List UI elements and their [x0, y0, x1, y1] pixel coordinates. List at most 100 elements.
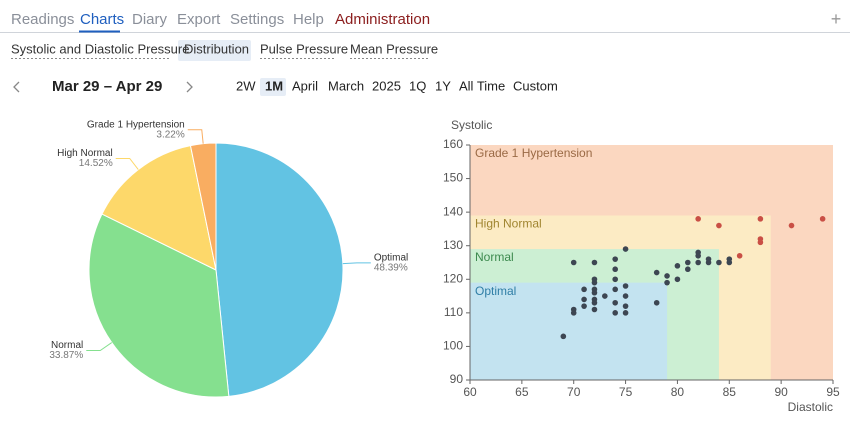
- point: [716, 222, 722, 229]
- x-axis-title: Diastolic: [788, 400, 833, 414]
- nav-tab[interactable]: Charts: [80, 11, 124, 28]
- point: [570, 310, 577, 316]
- point: [591, 299, 598, 306]
- x-tick-label: 60: [463, 385, 477, 399]
- y-tick-label: 110: [444, 305, 463, 319]
- point: [622, 293, 629, 299]
- point: [612, 266, 618, 273]
- slice-value-label: 3.22%: [156, 129, 184, 140]
- leader-line: [86, 342, 113, 352]
- point: [653, 269, 660, 276]
- y-tick-label: 130: [443, 238, 463, 252]
- zone: [470, 282, 668, 380]
- prev-button[interactable]: [13, 81, 20, 93]
- y-tick-label: 100: [443, 339, 463, 353]
- point: [716, 259, 722, 266]
- subnav-tab[interactable]: Mean Pressure: [350, 41, 438, 56]
- point: [757, 216, 764, 222]
- y-tick-label: 140: [443, 204, 463, 218]
- point: [612, 299, 618, 306]
- point: [622, 310, 629, 316]
- active-period-bg: [260, 78, 286, 96]
- period-button[interactable]: 2W: [236, 78, 256, 93]
- pie-slice: [88, 213, 230, 398]
- x-tick-label: 85: [723, 385, 737, 399]
- slice-label: Normal: [51, 340, 83, 351]
- point: [560, 333, 567, 340]
- period-button[interactable]: All Time: [459, 78, 505, 93]
- point: [695, 259, 701, 266]
- nav-tab[interactable]: Readings: [11, 11, 74, 28]
- zone-label: Grade 1 Hypertension: [475, 146, 592, 160]
- zone-label: Normal: [475, 250, 514, 264]
- point: [757, 239, 764, 246]
- slice-value-label: 33.87%: [49, 350, 83, 361]
- point: [622, 246, 629, 252]
- period-button[interactable]: April: [292, 78, 318, 93]
- x-tick-label: 70: [567, 385, 581, 399]
- period-button[interactable]: 1M: [265, 78, 283, 93]
- point: [581, 286, 587, 293]
- point: [622, 303, 629, 309]
- period-button[interactable]: 2025: [372, 78, 401, 93]
- point: [591, 279, 598, 286]
- zone-label: High Normal: [475, 217, 542, 231]
- slice-label: High Normal: [57, 148, 113, 159]
- point: [695, 252, 701, 259]
- y-axis-title: Systolic: [451, 118, 492, 132]
- x-tick-label: 90: [774, 385, 788, 399]
- nav-tab[interactable]: Administration: [335, 11, 430, 28]
- point: [612, 310, 618, 316]
- x-tick-label: 95: [826, 385, 840, 399]
- leader-line: [187, 129, 204, 144]
- nav-tab[interactable]: Diary: [132, 11, 168, 28]
- point: [602, 293, 608, 299]
- point: [695, 216, 701, 222]
- x-tick-label: 65: [515, 385, 529, 399]
- point: [612, 256, 618, 262]
- point: [726, 259, 733, 266]
- y-tick-label: 90: [450, 372, 464, 386]
- next-button[interactable]: [186, 81, 193, 93]
- slice-label: Optimal: [374, 253, 408, 264]
- slice-value-label: 48.39%: [374, 263, 408, 274]
- y-tick-label: 160: [443, 137, 463, 151]
- period-button[interactable]: 1Q: [409, 78, 426, 93]
- point: [788, 222, 795, 229]
- point: [581, 303, 587, 309]
- point: [705, 259, 712, 266]
- point: [674, 276, 681, 283]
- point: [570, 259, 577, 266]
- point: [591, 289, 598, 296]
- nav-tab[interactable]: Export: [177, 11, 221, 28]
- slice-value-label: 14.52%: [79, 158, 113, 169]
- period-button[interactable]: Custom: [513, 78, 558, 93]
- y-tick-label: 120: [443, 271, 463, 285]
- x-tick-label: 80: [671, 385, 685, 399]
- point: [674, 263, 681, 269]
- point: [819, 216, 826, 222]
- add-button[interactable]: +: [831, 9, 842, 29]
- point: [664, 279, 670, 286]
- subnav-tab[interactable]: Systolic and Diastolic Pressure: [11, 41, 189, 56]
- point: [622, 283, 629, 289]
- period-button[interactable]: 1Y: [435, 78, 451, 93]
- nav-tab[interactable]: Help: [293, 11, 324, 28]
- nav-tab[interactable]: Settings: [230, 11, 284, 28]
- point: [612, 276, 618, 283]
- pie-slice: [215, 142, 344, 397]
- zone-label: Optimal: [475, 284, 516, 298]
- point: [685, 259, 691, 266]
- y-tick-label: 150: [443, 171, 463, 185]
- point: [612, 286, 618, 293]
- x-tick-label: 75: [619, 385, 633, 399]
- date-range: Mar 29 – Apr 29: [52, 78, 162, 95]
- point: [591, 306, 598, 313]
- subnav-tab[interactable]: Pulse Pressure: [260, 41, 348, 56]
- point: [736, 252, 743, 259]
- subnav-tab[interactable]: Distribution: [184, 41, 249, 56]
- period-button[interactable]: March: [328, 78, 364, 93]
- point: [581, 296, 587, 303]
